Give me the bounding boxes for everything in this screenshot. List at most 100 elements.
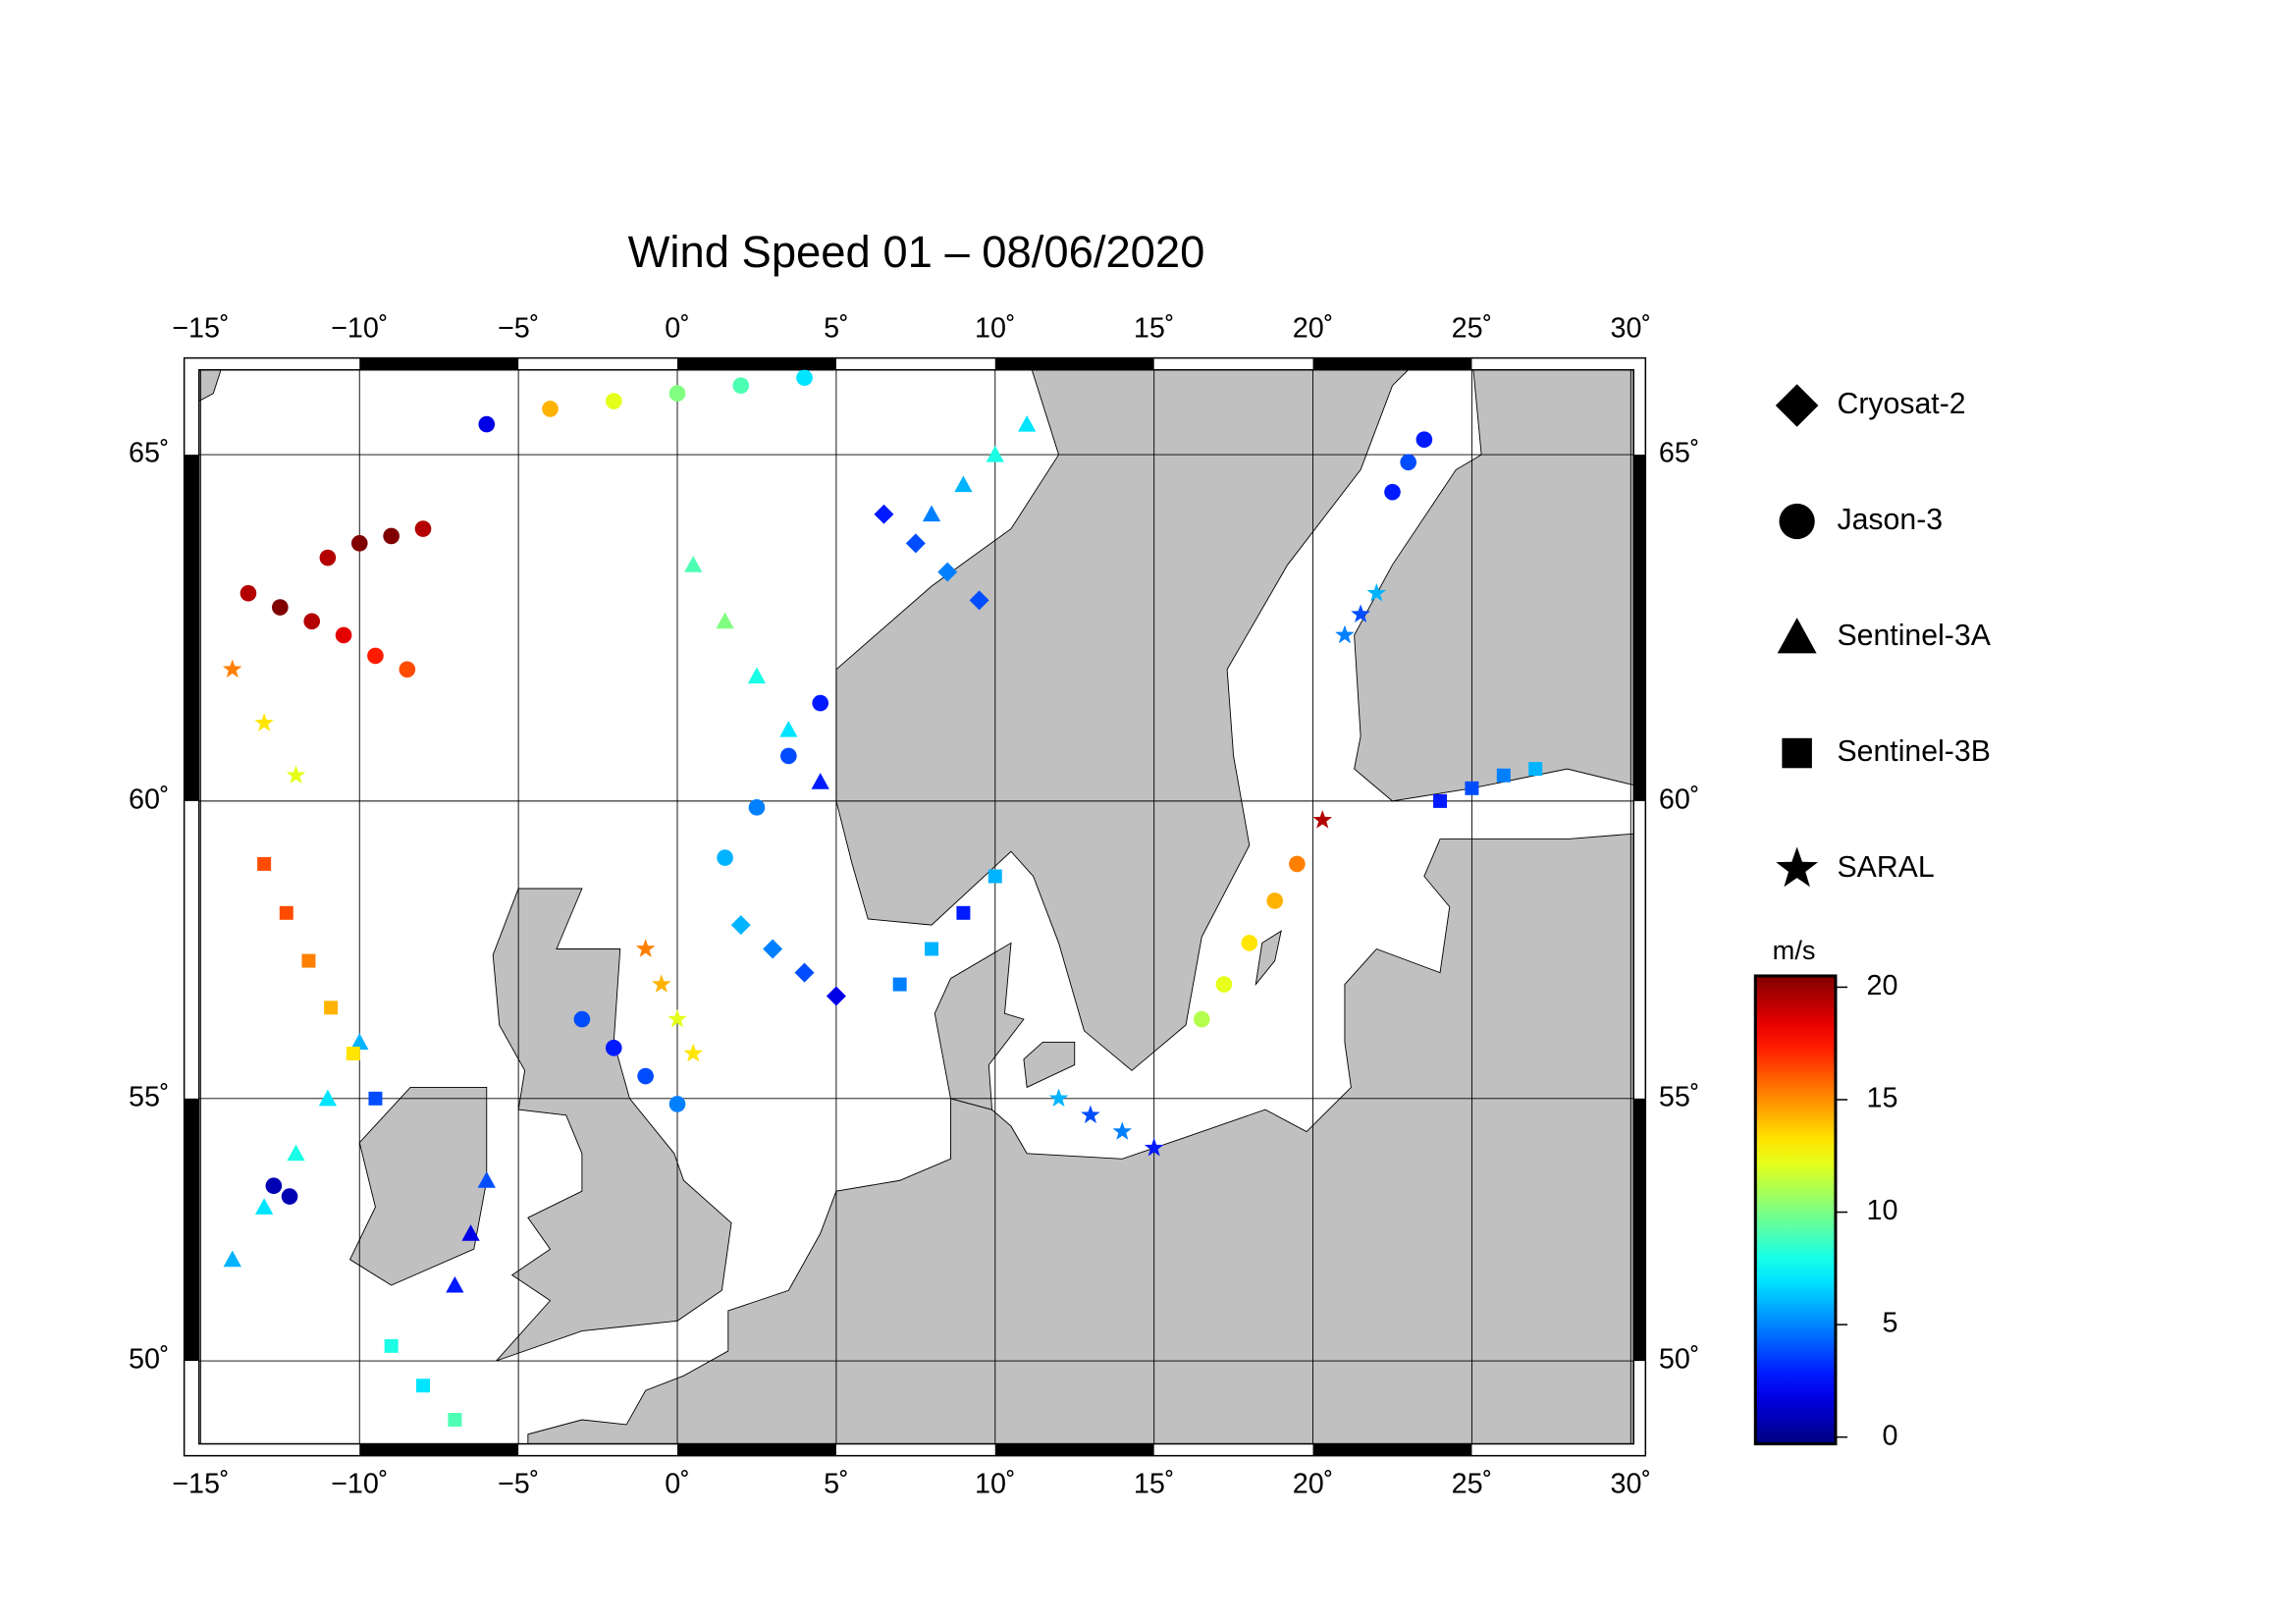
marker — [969, 590, 989, 611]
x-tick-label: −5˚ — [498, 312, 539, 344]
marker — [368, 1091, 383, 1106]
colorbar-tick-label: 5 — [1883, 1308, 1898, 1339]
frame-bar — [184, 455, 199, 801]
marker — [954, 475, 973, 493]
marker — [383, 527, 400, 545]
marker — [271, 599, 289, 616]
y-tick-label: 60˚ — [129, 784, 170, 815]
marker — [1400, 454, 1416, 471]
marker — [446, 1275, 464, 1293]
marker — [318, 1089, 338, 1107]
frame-bar — [677, 357, 836, 370]
marker — [448, 1413, 462, 1427]
marker — [1366, 582, 1387, 602]
marker — [605, 1039, 622, 1056]
marker — [301, 953, 316, 968]
y-tick-label: 50˚ — [1659, 1344, 1700, 1376]
marker — [937, 562, 958, 582]
marker — [240, 584, 257, 602]
frame-bar — [359, 1443, 519, 1456]
marker — [652, 974, 671, 993]
marker — [748, 799, 766, 816]
frame-bar — [677, 1443, 836, 1456]
landmass — [348, 1087, 488, 1286]
y-tick-label: 50˚ — [129, 1344, 170, 1376]
x-tick-label: 20˚ — [1293, 312, 1334, 344]
marker — [1465, 781, 1479, 795]
frame-bar — [1633, 455, 1646, 801]
frame-bar — [994, 357, 1154, 370]
frame-bar — [359, 357, 519, 370]
marker — [478, 415, 496, 433]
marker — [257, 856, 272, 871]
marker — [1112, 1121, 1133, 1140]
marker — [1048, 1088, 1069, 1108]
colorbar-tick-label: 10 — [1867, 1195, 1898, 1226]
colorbar-tick-label: 0 — [1883, 1420, 1898, 1451]
marker — [1081, 1105, 1100, 1124]
x-tick-label: −10˚ — [331, 1468, 388, 1499]
colorbar-label: m/s — [1773, 935, 1816, 965]
marker — [223, 1250, 241, 1268]
landmass — [198, 369, 222, 403]
marker — [779, 721, 798, 737]
marker — [281, 1188, 298, 1205]
marker — [1018, 414, 1037, 432]
marker — [573, 1010, 591, 1028]
marker — [717, 849, 733, 866]
marker — [461, 1224, 480, 1241]
x-tick-label: 25˚ — [1452, 312, 1493, 344]
marker — [1312, 809, 1333, 829]
x-tick-label: 15˚ — [1134, 312, 1175, 344]
legend-label: Sentinel-3A — [1837, 620, 1991, 652]
colorbar-tick-label: 20 — [1867, 970, 1898, 1001]
frame-bar — [994, 1443, 1154, 1456]
legend-marker — [1782, 737, 1812, 769]
marker — [637, 1067, 654, 1085]
marker — [763, 939, 783, 959]
marker — [1433, 793, 1448, 808]
marker — [542, 401, 559, 417]
marker — [286, 765, 306, 784]
marker — [668, 1096, 686, 1112]
y-tick-label: 65˚ — [129, 438, 170, 469]
x-tick-label: 30˚ — [1611, 1468, 1652, 1499]
x-tick-label: 10˚ — [975, 312, 1016, 344]
marker — [350, 535, 368, 552]
marker — [683, 1043, 704, 1062]
x-tick-label: 15˚ — [1134, 1468, 1175, 1499]
marker — [1241, 935, 1258, 951]
marker — [416, 1379, 430, 1393]
chart-title: Wind Speed 01 – 08/06/2020 — [628, 227, 1205, 277]
x-tick-label: 0˚ — [665, 312, 690, 344]
marker — [384, 1338, 399, 1353]
landmass — [1354, 369, 1634, 802]
legend-marker — [1776, 846, 1819, 888]
x-tick-label: 5˚ — [824, 1468, 849, 1499]
marker — [254, 1198, 274, 1215]
marker — [1289, 855, 1306, 873]
marker — [747, 667, 767, 684]
marker — [350, 1033, 369, 1050]
marker — [605, 393, 622, 409]
marker — [1144, 1137, 1164, 1157]
marker — [1415, 431, 1433, 448]
marker — [1193, 1010, 1210, 1028]
legend-label: SARAL — [1837, 851, 1934, 884]
legend-marker — [1775, 384, 1819, 427]
colorbar-tick-label: 15 — [1867, 1083, 1898, 1114]
colorbar — [1753, 974, 1838, 1446]
frame — [183, 356, 1647, 1457]
marker — [812, 694, 829, 712]
marker — [796, 369, 813, 387]
marker — [635, 939, 656, 957]
marker — [1351, 604, 1370, 623]
marker — [892, 977, 907, 992]
marker — [254, 713, 274, 731]
marker — [303, 613, 321, 630]
legend-marker — [1777, 618, 1817, 654]
x-tick-label: 30˚ — [1611, 312, 1652, 344]
marker — [1496, 768, 1511, 783]
legend-label: Jason-3 — [1837, 504, 1943, 536]
